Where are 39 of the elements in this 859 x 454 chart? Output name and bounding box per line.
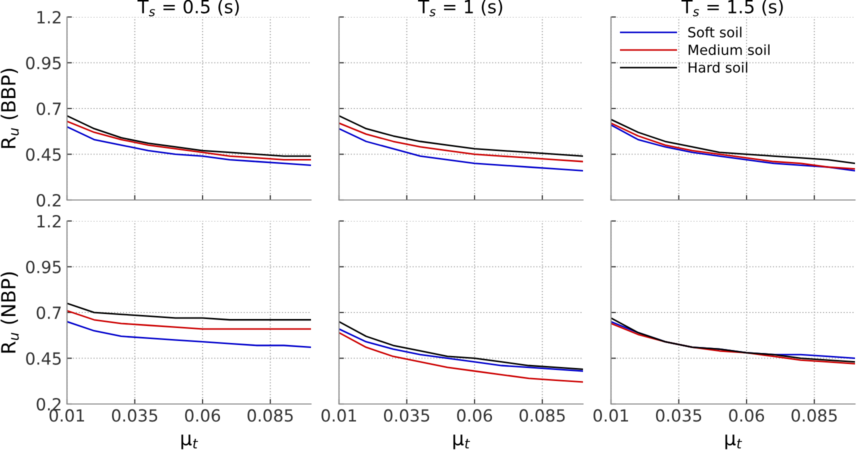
line-series [67, 310, 311, 330]
y-axis-title: R$_{u}$ (BBP) [0, 68, 19, 148]
x-axis-title: μ$_{t}$ [453, 434, 470, 450]
legend-label: Medium soil [688, 44, 770, 56]
chart-title: T$_{s}$ = 1 (s) [418, 0, 502, 16]
y-tick-label: 0.45 [26, 148, 61, 161]
y-tick-label: 0.95 [26, 56, 61, 70]
y-tick-label: 0.7 [36, 102, 61, 116]
y-axis-title: R$_{u}$ (NBP) [0, 272, 19, 353]
line-series [67, 126, 311, 166]
x-axis-title: μ$_{t}$ [725, 434, 742, 450]
chart-title: T$_{s}$ = 0.5 (s) [137, 0, 239, 16]
y-tick-label: 0.2 [36, 194, 60, 207]
x-tick-label: 0.01 [594, 409, 628, 422]
x-tick-label: 0.035 [656, 409, 702, 422]
legend-label: Hard soil [688, 62, 748, 73]
x-tick-label: 0.085 [792, 409, 837, 422]
x-tick-label: 0.085 [520, 409, 565, 422]
x-tick-label: 0.01 [322, 409, 356, 422]
line-series [67, 302, 311, 321]
x-tick-label: 0.06 [185, 409, 220, 422]
y-tick-label: 0.95 [26, 260, 61, 274]
line-series [67, 320, 311, 348]
y-tick-label: 1.2 [37, 214, 60, 228]
x-axis-title: μ$_{t}$ [181, 434, 198, 450]
x-tick-label: 0.035 [112, 409, 158, 422]
x-tick-label: 0.01 [50, 409, 84, 422]
chart-title: T$_{s}$ = 1.5 (s) [681, 0, 783, 16]
x-tick-label: 0.06 [457, 409, 492, 422]
y-tick-label: 1.2 [37, 10, 60, 24]
line-series [67, 120, 311, 161]
legend-label: Soft soil [688, 26, 742, 38]
x-tick-label: 0.06 [729, 409, 764, 422]
y-tick-label: 0.45 [26, 352, 61, 365]
y-tick-label: 0.2 [36, 398, 60, 411]
x-tick-label: 0.085 [248, 409, 293, 422]
line-series [67, 115, 311, 157]
y-tick-label: 0.7 [36, 306, 61, 320]
x-tick-label: 0.035 [384, 409, 430, 422]
